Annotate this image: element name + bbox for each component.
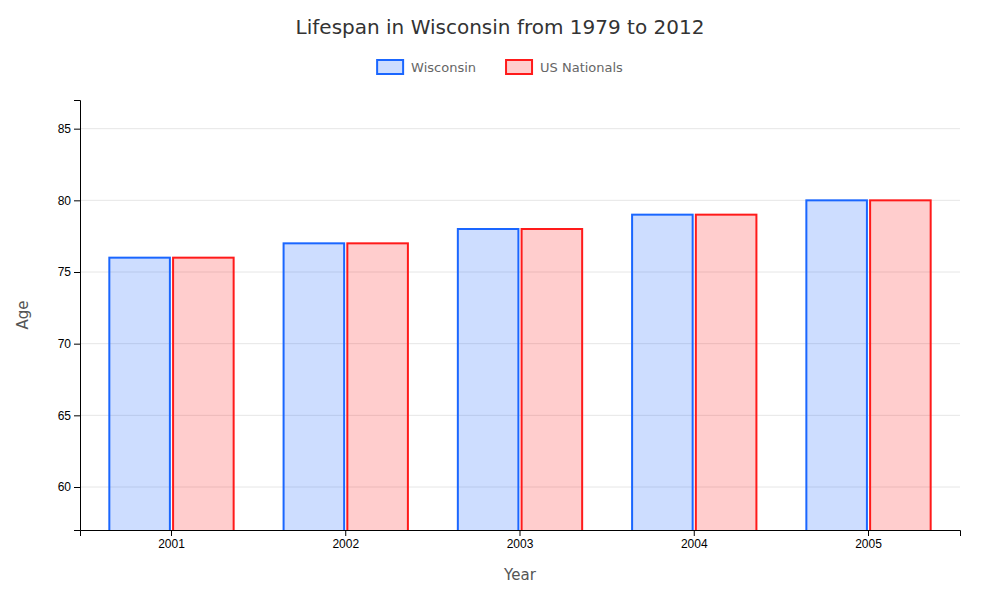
legend-label: US Nationals bbox=[540, 60, 623, 75]
tick: 2005 bbox=[855, 530, 882, 551]
tick-label: 80 bbox=[58, 194, 72, 208]
tick-label: 60 bbox=[58, 480, 72, 494]
tick-mark bbox=[74, 272, 80, 273]
tick-mark bbox=[868, 530, 869, 536]
legend: Wisconsin US Nationals bbox=[377, 60, 623, 75]
tick-label: 75 bbox=[58, 265, 72, 279]
tick-label: 2004 bbox=[681, 537, 708, 551]
y-axis-title: Age bbox=[14, 300, 32, 329]
tick: 2004 bbox=[681, 530, 708, 551]
tick: 75 bbox=[58, 265, 80, 279]
axis-line bbox=[74, 101, 81, 531]
legend-swatch bbox=[506, 60, 532, 74]
bar bbox=[632, 215, 693, 530]
plot: 60 65 70 75 80 85 2001 2002 2003 2004 2005 bbox=[58, 101, 961, 600]
legend-swatch bbox=[377, 60, 403, 74]
tick-mark bbox=[520, 530, 521, 536]
chart: Lifespan in Wisconsin from 1979 to 2012 6… bbox=[0, 0, 1000, 600]
x-axis: 2001 2002 2003 2004 2005 bbox=[81, 530, 961, 551]
tick: 2001 bbox=[158, 530, 185, 551]
tick-mark bbox=[74, 129, 80, 130]
bar bbox=[806, 200, 867, 530]
tick-label: 2003 bbox=[507, 537, 534, 551]
y-axis: 60 65 70 75 80 85 bbox=[58, 101, 81, 531]
legend-label: Wisconsin bbox=[411, 60, 476, 75]
axis-line bbox=[81, 531, 961, 537]
grid-line bbox=[80, 128, 960, 129]
tick-label: 70 bbox=[58, 337, 72, 351]
legend-item: US Nationals bbox=[506, 60, 623, 75]
series bbox=[109, 200, 867, 530]
bar bbox=[109, 258, 170, 530]
bar bbox=[173, 258, 234, 530]
bar bbox=[870, 200, 931, 530]
tick-mark bbox=[694, 530, 695, 536]
legend-item: Wisconsin bbox=[377, 60, 476, 75]
bar bbox=[284, 243, 345, 530]
tick-mark bbox=[74, 487, 80, 488]
bars bbox=[109, 200, 930, 530]
tick-label: 2002 bbox=[332, 537, 359, 551]
series bbox=[173, 200, 931, 530]
bar bbox=[347, 243, 408, 530]
tick-label: 85 bbox=[58, 122, 72, 136]
title: Lifespan in Wisconsin from 1979 to 2012 bbox=[296, 15, 705, 39]
bar bbox=[458, 229, 519, 530]
tick-label: 2005 bbox=[855, 537, 882, 551]
tick-label: 2001 bbox=[158, 537, 185, 551]
bar bbox=[522, 229, 583, 530]
bar bbox=[696, 215, 757, 530]
tick: 85 bbox=[58, 122, 80, 136]
tick-label: 65 bbox=[58, 409, 72, 423]
tick: 65 bbox=[58, 409, 80, 423]
tick-mark bbox=[171, 530, 172, 536]
tick-mark bbox=[345, 530, 346, 536]
tick-mark bbox=[74, 344, 80, 345]
tick: 80 bbox=[58, 194, 80, 208]
x-axis-title: Year bbox=[503, 566, 537, 584]
tick-mark bbox=[74, 415, 80, 416]
tick: 2003 bbox=[507, 530, 534, 551]
tick: 60 bbox=[58, 480, 80, 494]
tick: 2002 bbox=[332, 530, 359, 551]
tick-mark bbox=[74, 200, 80, 201]
tick: 70 bbox=[58, 337, 80, 351]
